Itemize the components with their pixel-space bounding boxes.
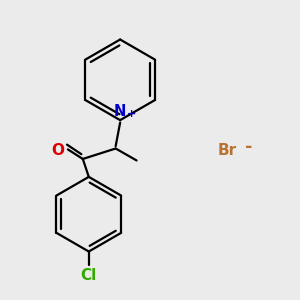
Text: Cl: Cl — [81, 268, 97, 283]
Text: N: N — [114, 103, 126, 118]
Text: Br: Br — [218, 142, 237, 158]
Text: +: + — [127, 109, 136, 118]
Text: -: - — [245, 138, 252, 156]
Text: O: O — [51, 142, 64, 158]
